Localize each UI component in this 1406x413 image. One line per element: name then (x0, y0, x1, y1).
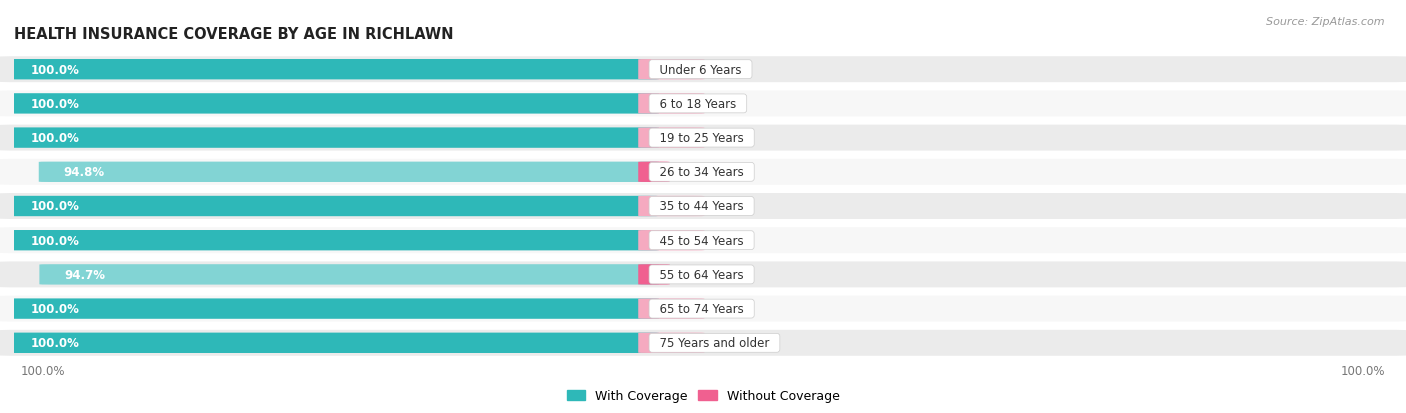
Text: 100.0%: 100.0% (1340, 364, 1385, 377)
Text: 45 to 54 Years: 45 to 54 Years (652, 234, 751, 247)
FancyBboxPatch shape (638, 333, 704, 353)
FancyBboxPatch shape (638, 94, 704, 114)
FancyBboxPatch shape (0, 57, 1406, 83)
Text: 94.8%: 94.8% (63, 166, 104, 179)
Text: 0.0%: 0.0% (704, 132, 734, 145)
Text: HEALTH INSURANCE COVERAGE BY AGE IN RICHLAWN: HEALTH INSURANCE COVERAGE BY AGE IN RICH… (14, 26, 454, 41)
FancyBboxPatch shape (6, 128, 659, 148)
Text: Source: ZipAtlas.com: Source: ZipAtlas.com (1267, 17, 1385, 26)
FancyBboxPatch shape (638, 128, 704, 148)
Text: 100.0%: 100.0% (21, 364, 66, 377)
FancyBboxPatch shape (6, 196, 659, 217)
Text: 26 to 34 Years: 26 to 34 Years (652, 166, 751, 179)
Text: 75 Years and older: 75 Years and older (652, 337, 778, 349)
FancyBboxPatch shape (0, 125, 1406, 151)
Text: 100.0%: 100.0% (31, 97, 80, 111)
FancyBboxPatch shape (6, 94, 659, 114)
Text: 55 to 64 Years: 55 to 64 Years (652, 268, 751, 281)
FancyBboxPatch shape (0, 296, 1406, 322)
FancyBboxPatch shape (638, 196, 704, 217)
FancyBboxPatch shape (0, 228, 1406, 254)
FancyBboxPatch shape (638, 230, 704, 251)
FancyBboxPatch shape (6, 299, 659, 319)
Text: 100.0%: 100.0% (31, 302, 80, 316)
Text: 6 to 18 Years: 6 to 18 Years (652, 97, 744, 111)
FancyBboxPatch shape (6, 60, 659, 80)
Text: 19 to 25 Years: 19 to 25 Years (652, 132, 751, 145)
Text: 100.0%: 100.0% (31, 234, 80, 247)
Text: 0.0%: 0.0% (704, 302, 734, 316)
Text: 0.0%: 0.0% (704, 200, 734, 213)
Text: 5.2%: 5.2% (669, 166, 699, 179)
FancyBboxPatch shape (0, 330, 1406, 356)
FancyBboxPatch shape (638, 299, 704, 319)
FancyBboxPatch shape (638, 162, 669, 183)
Text: 0.0%: 0.0% (704, 337, 734, 349)
Text: 5.3%: 5.3% (669, 268, 699, 281)
Text: 100.0%: 100.0% (31, 132, 80, 145)
Text: 100.0%: 100.0% (31, 64, 80, 76)
Text: Under 6 Years: Under 6 Years (652, 64, 749, 76)
FancyBboxPatch shape (39, 162, 659, 183)
Text: 94.7%: 94.7% (65, 268, 105, 281)
Text: 0.0%: 0.0% (704, 97, 734, 111)
Text: 0.0%: 0.0% (704, 234, 734, 247)
FancyBboxPatch shape (0, 91, 1406, 117)
FancyBboxPatch shape (638, 60, 704, 80)
Text: 35 to 44 Years: 35 to 44 Years (652, 200, 751, 213)
FancyBboxPatch shape (0, 262, 1406, 288)
Text: 100.0%: 100.0% (31, 200, 80, 213)
FancyBboxPatch shape (0, 159, 1406, 185)
Text: 0.0%: 0.0% (704, 64, 734, 76)
FancyBboxPatch shape (39, 265, 659, 285)
FancyBboxPatch shape (0, 194, 1406, 219)
FancyBboxPatch shape (6, 333, 659, 353)
FancyBboxPatch shape (6, 230, 659, 251)
Text: 100.0%: 100.0% (31, 337, 80, 349)
Text: 65 to 74 Years: 65 to 74 Years (652, 302, 751, 316)
FancyBboxPatch shape (638, 265, 669, 285)
Legend: With Coverage, Without Coverage: With Coverage, Without Coverage (561, 385, 845, 408)
